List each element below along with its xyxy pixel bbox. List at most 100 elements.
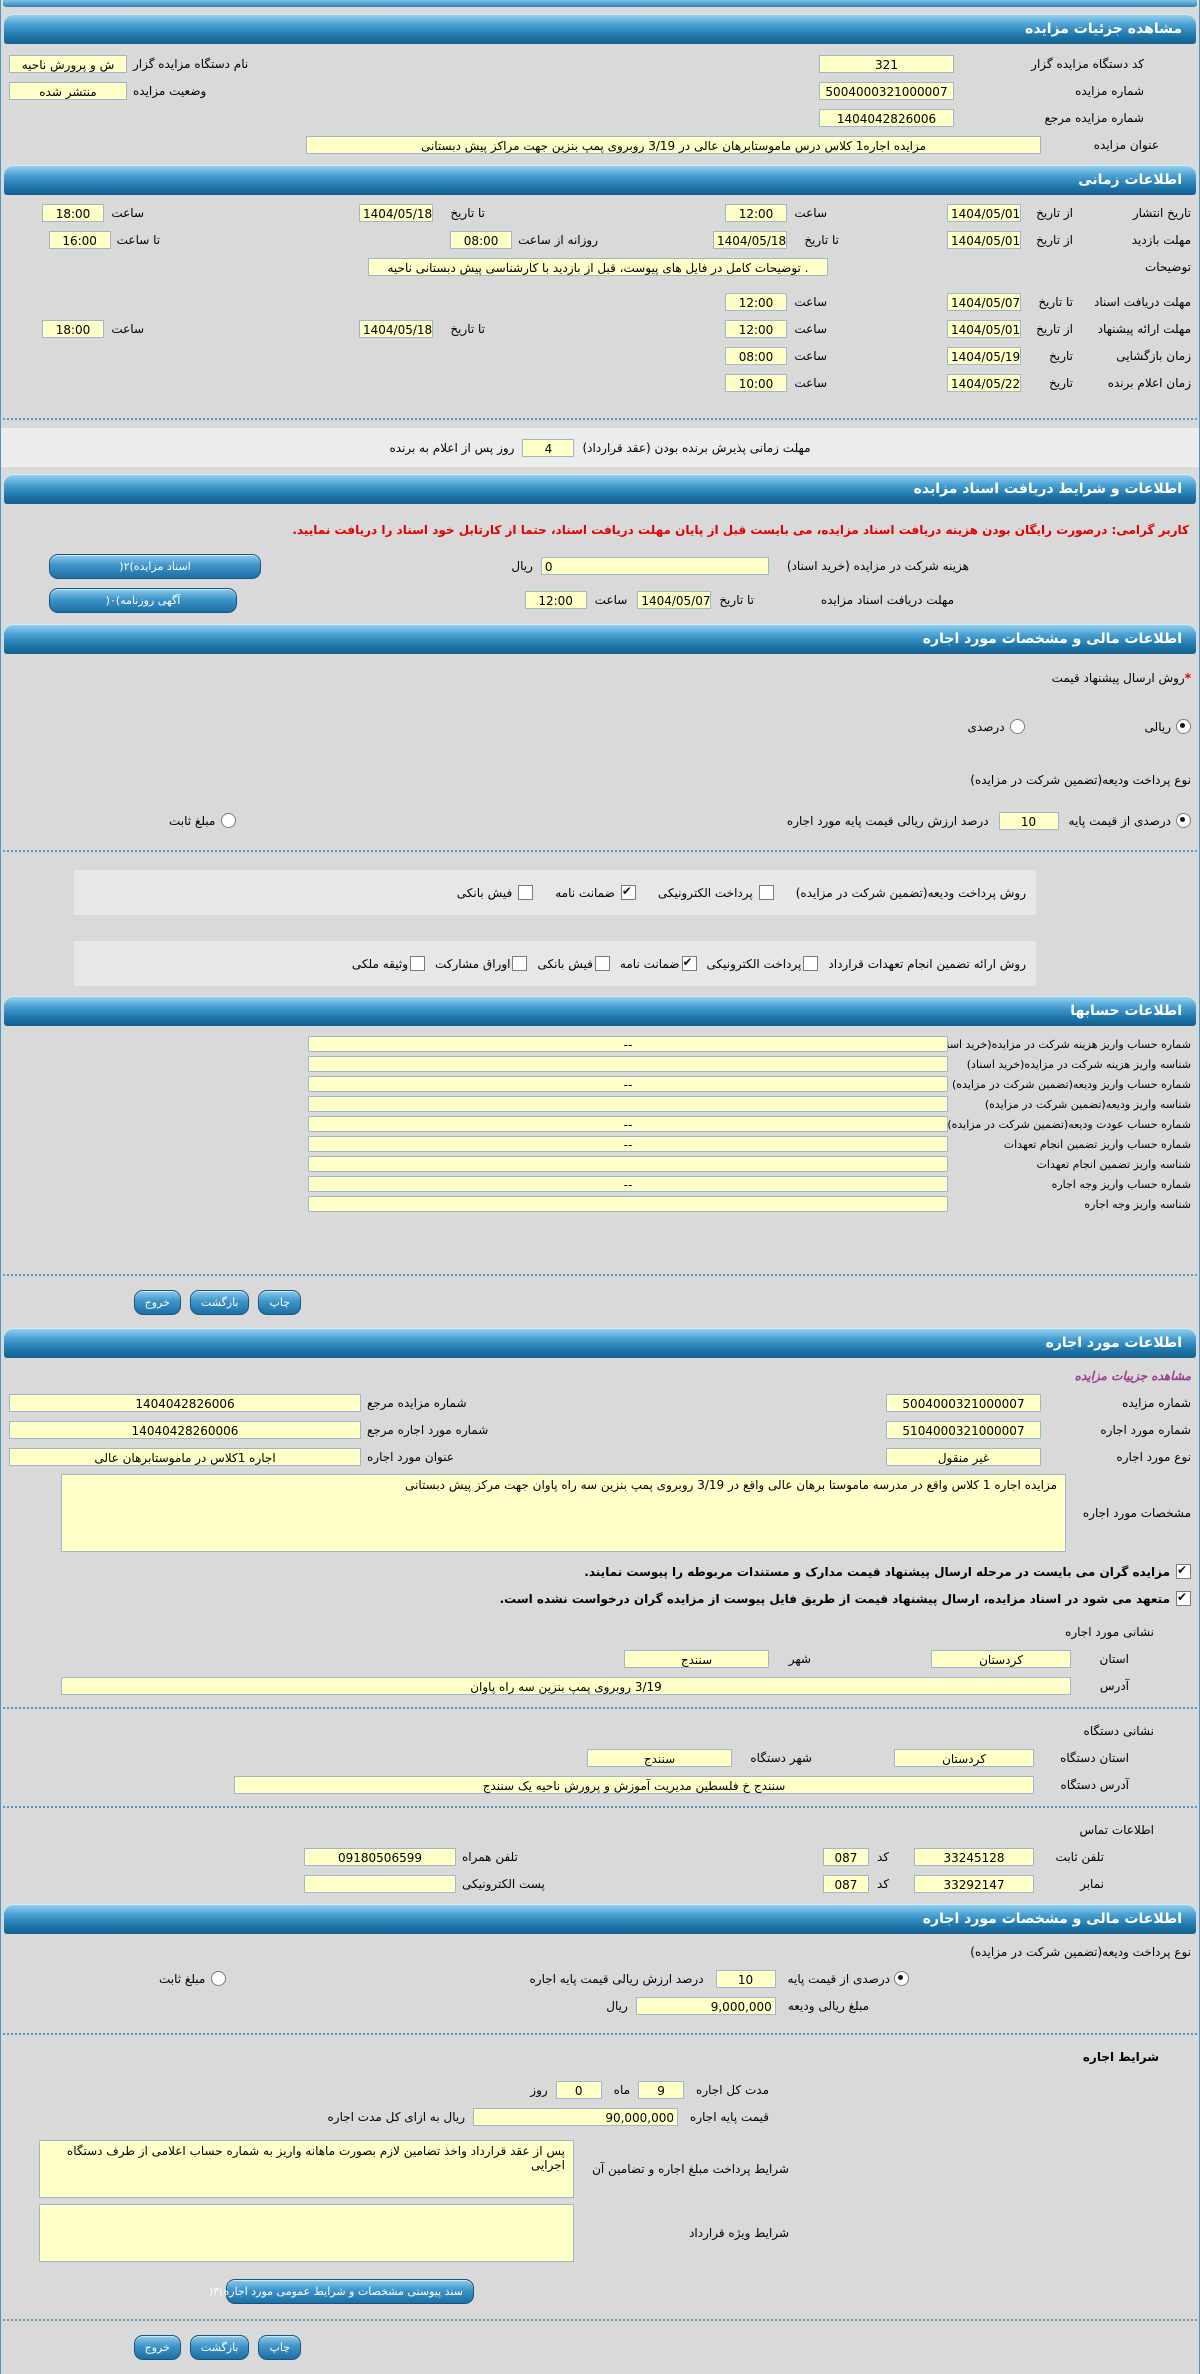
rial-radio[interactable] [1176,719,1191,734]
exit-button[interactable]: خروج [133,1290,181,1315]
publish-to-hour-field[interactable]: 18:00 [42,203,104,222]
auction-ref-number-field[interactable]: 1404042826006 [9,1393,361,1412]
account-row-field[interactable]: -- [308,1176,948,1192]
hour-label: ساعت [111,205,144,220]
account-row-field[interactable]: -- [308,1076,948,1092]
rent-months-field[interactable]: 9 [638,2080,685,2099]
fixed-amount-radio[interactable] [221,813,237,828]
docs-to-date-field[interactable]: 1404/05/07 [947,292,1021,311]
percent-of-base-radio[interactable] [1176,813,1191,828]
account-row-field[interactable] [308,1156,948,1172]
visit-from-date-field[interactable]: 1404/05/01 [947,230,1021,249]
account-row-field[interactable] [308,1096,948,1112]
percent-radio[interactable] [1009,719,1025,734]
rent-days-field[interactable]: 0 [555,2080,602,2099]
account-row-field[interactable]: -- [308,1036,948,1052]
account-row-field[interactable]: -- [308,1136,948,1152]
area-code-field[interactable]: 087 [822,1847,869,1866]
visit-to-hour-field[interactable]: 16:00 [48,230,111,249]
rent-item-specs-field[interactable]: مزایده اجاره 1 کلاس واقع در مدرسه ماموست… [61,1474,1066,1552]
winner-date-field[interactable]: 1404/05/22 [947,373,1021,392]
deposit-payment-type-label: نوع پرداخت ودیعه(تضمین شرکت در مزایده) [970,1944,1191,1959]
back-button[interactable]: بازگشت [189,1290,250,1315]
special-contract-terms-field[interactable] [39,2204,574,2262]
offer-from-hour-field[interactable]: 12:00 [725,319,787,338]
account-row-field[interactable] [308,1056,948,1072]
fax-field[interactable]: 33292147 [914,1874,1034,1893]
base-rent-price-field[interactable]: 90,000,000 [473,2107,679,2126]
rent-item-title-field[interactable]: اجاره 1کلاس در ماموستابرهان عالی [9,1447,361,1466]
rent-payment-terms-field[interactable]: پس از عقد قرارداد واخذ تضامین لازم بصورت… [39,2140,574,2198]
email-field[interactable] [304,1874,456,1893]
deposit-amount-field[interactable]: 9,000,000 [635,1996,776,2015]
back-button[interactable]: بازگشت [189,2335,250,2360]
exit-button[interactable]: خروج [133,2335,181,2360]
electronic-payment-checkbox[interactable] [758,885,774,900]
province-field[interactable]: کردستان [931,1649,1071,1668]
electronic-payment-checkbox[interactable] [803,956,819,971]
docs-deadline-hour-field[interactable]: 12:00 [524,591,587,609]
org-province-field[interactable]: کردستان [894,1748,1034,1767]
divider [3,1806,1197,1808]
percent-of-base-field[interactable]: 10 [715,1969,776,1988]
rent-item-address-section-label: نشانی مورد اجاره [1065,1624,1154,1639]
offer-to-hour-field[interactable]: 18:00 [42,319,104,338]
docs-to-hour-field[interactable]: 12:00 [725,292,787,311]
print-button[interactable]: چاپ [258,2335,301,2360]
publish-to-date-field[interactable]: 1404/05/18 [359,203,433,222]
auction-title-label: عنوان مزایده [1093,137,1159,152]
fixed-amount-radio[interactable] [211,1971,227,1986]
bank-receipt-checkbox[interactable] [594,956,610,971]
mobile-field[interactable]: 09180506599 [304,1847,456,1866]
no-file-price-offer-checkbox[interactable] [1176,1590,1191,1606]
publish-from-date-field[interactable]: 1404/05/01 [947,203,1021,222]
divider [3,2033,1197,2035]
bank-receipt-checkbox[interactable] [518,885,534,900]
org-address-field[interactable]: سنندج خ فلسطین مدیریت آموزش و پرورش ناحی… [234,1775,1034,1794]
auction-number-field[interactable]: 5004000321000007 [819,81,954,100]
visit-to-date-field[interactable]: 1404/05/18 [713,230,787,249]
participation-bonds-checkbox[interactable] [512,956,528,971]
address-field[interactable]: 3/19 روبروی پمپ بنزین سه راه پاوان [61,1676,1071,1695]
rent-item-ref-number-field[interactable]: 14040428260006 [9,1420,361,1439]
rent-item-number-field[interactable]: 5104000321000007 [886,1420,1041,1439]
docs-deadline-date-field[interactable]: 1404/05/07 [637,591,712,609]
org-city-field[interactable]: سنندج [587,1748,732,1767]
bidder-org-name-field[interactable]: ش و پرورش ناحیه یک شهر [9,54,127,73]
opening-hour-field[interactable]: 08:00 [725,346,787,365]
section-title: اطلاعات حسابها [1070,1003,1182,1019]
city-field[interactable]: سنندج [624,1649,769,1668]
auction-title-field[interactable]: مزایده اجاره1 کلاس درس ماموستابرهان عالی… [306,135,1041,154]
guarantee-letter-checkbox[interactable] [620,884,636,900]
offer-to-date-field[interactable]: 1404/05/18 [359,319,433,338]
auction-status-field[interactable]: منتشر شده [9,81,127,100]
attach-docs-required-checkbox[interactable] [1176,1563,1191,1579]
newspaper-ad-button[interactable]: آگهی روزنامه)۰( [49,587,237,613]
notes-field[interactable]: . توضیحات کامل در فایل های پیوست، قبل از… [368,257,828,276]
fax-area-code-field[interactable]: 087 [822,1874,869,1893]
offer-from-date-field[interactable]: 1404/05/01 [947,319,1021,338]
auction-ref-number-field[interactable]: 1404042826006 [819,108,954,127]
view-auction-details-link[interactable]: مشاهده جزییات مزایده [1074,1368,1191,1383]
guarantee-letter-checkbox[interactable] [681,955,697,971]
visit-daily-from-hour-field[interactable]: 08:00 [450,230,513,249]
auction-number-field[interactable]: 5004000321000007 [886,1393,1041,1412]
account-row-field[interactable] [308,1196,948,1212]
winner-acceptance-days-field[interactable]: 4 [522,438,575,457]
opening-date-field[interactable]: 1404/05/19 [947,346,1021,365]
divider [3,1707,1197,1709]
auction-documents-button[interactable]: اسناد مزایده)۲( [49,553,261,579]
rent-item-type-field[interactable]: غیر منقول [886,1447,1041,1466]
account-row-field[interactable]: -- [308,1116,948,1132]
publish-from-hour-field[interactable]: 12:00 [725,203,787,222]
print-button[interactable]: چاپ [258,1290,301,1315]
property-collateral-checkbox[interactable] [410,956,426,971]
participation-fee-label: هزینه شرکت در مزایده (خرید اسناد) [786,559,969,573]
participation-fee-field[interactable]: 0 [540,557,769,575]
percent-of-base-radio[interactable] [894,1971,909,1986]
bidder-org-name-label: نام دستگاه مزایده گزار [133,56,249,71]
landline-field[interactable]: 33245128 [914,1847,1034,1866]
percent-of-base-field[interactable]: 10 [998,811,1059,830]
winner-hour-field[interactable]: 10:00 [725,373,787,392]
bidder-org-code-field[interactable]: 321 [819,54,954,73]
